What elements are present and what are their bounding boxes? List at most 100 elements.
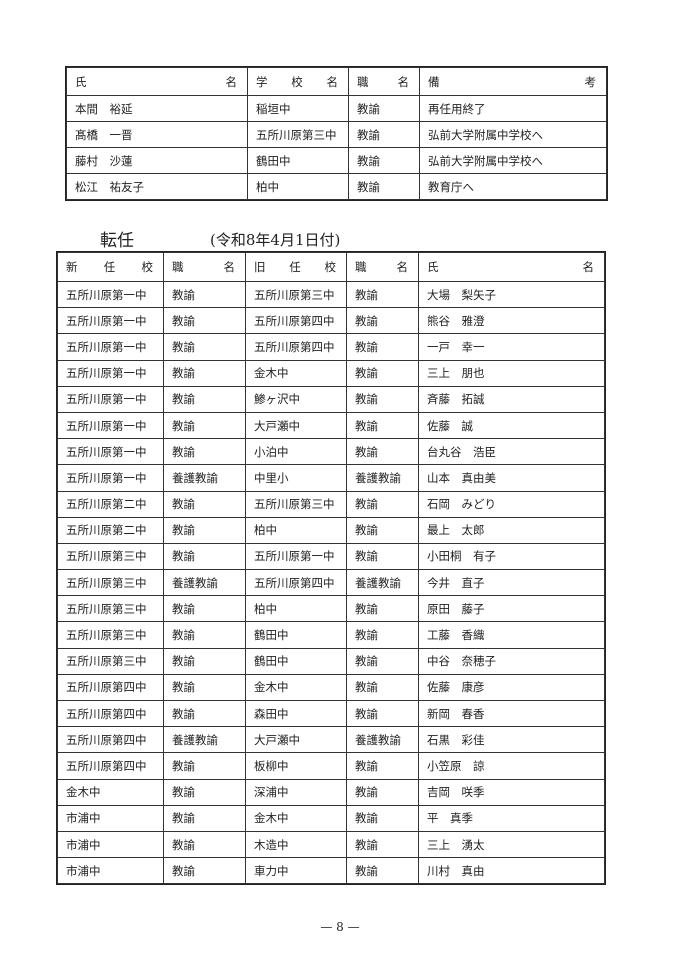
table-cell: 佐藤 康彦 [418,673,605,702]
header-text: 校 [324,260,337,274]
table-cell: 石岡 みどり [418,490,605,518]
table-cell: 川村 真由 [418,857,605,885]
table-cell: 藤村 沙蓮 [66,147,248,174]
table-cell: 教諭 [346,699,419,728]
table-cell: 五所川原第四中 [57,726,164,754]
header-text: 職 [357,74,369,89]
table-cell: 教諭 [163,699,246,728]
table-cell: 教諭 [163,778,246,806]
table-cell: 教諭 [346,307,419,335]
table-row: 藤村 沙蓮 鶴田中 教諭 弘前大学附属中学校へ [66,147,607,174]
table-cell: 五所川原第四中 [245,569,347,597]
table-row: 市浦中 教諭 金木中 教諭平 真季 [57,804,605,832]
table-cell: 五所川原第四中 [57,752,164,780]
table-row: 五所川原第二中 教諭 柏中 教諭 最上 太郎 [57,516,605,544]
table-cell: 教諭 [346,411,419,440]
table-cell: 教諭 [163,647,246,675]
table-row: 五所川原第一中 養護教諭 中里小 養護教諭 山本 真由美 [57,464,605,492]
table-cell: 養護教諭 [346,726,419,754]
table-cell: 五所川原第一中 [57,280,164,309]
table-cell: 弘前大学附属中学校へ [419,121,607,148]
table-cell: 本間 裕延 [66,95,248,122]
table-cell: 教諭 [346,490,419,518]
table-cell: 教諭 [346,359,419,387]
table-cell: 一戸 幸一 [418,333,605,361]
table-cell: 市浦中 [57,804,164,832]
table-cell: 熊谷 雅澄 [418,307,605,335]
column-header: 学校名 [247,67,349,96]
header-text: 職 [172,260,184,274]
page-number: — 8 — [320,920,360,934]
table-cell: 教諭 [346,516,419,544]
table-cell: 教諭 [163,333,246,361]
table-cell: 教諭 [346,621,419,649]
table-cell: 五所川原第四中 [245,307,347,335]
table-cell: 教諭 [163,359,246,387]
transfer-table: 新任校職名旧任校職名氏名 五所川原第一中 教諭 五所川原第三中 教諭 大場 梨矢子 五所川… [56,250,606,886]
table-cell: 教諭 [163,490,246,518]
table-row: 五所川原第一中 教諭 大戸瀬中 教諭 佐藤 誠 [57,411,605,440]
table-cell: 養護教諭 [163,569,246,597]
column-header: 新任校 [57,252,164,282]
table-cell: 教諭 [346,647,419,675]
header-text: 名 [396,260,409,274]
table-row: 髙橋 一晋 五所川原第三中 教諭 弘前大学附属中学校へ [66,121,607,148]
header-text: 名 [582,260,595,274]
table-cell: 養護教諭 [163,726,246,754]
table-cell: 教諭 [163,516,246,544]
table-row: 松江 祐友子 柏中 教諭 教育庁へ [66,173,607,200]
table-cell: 教諭 [346,280,419,309]
table-cell: 小泊中 [245,438,347,466]
table-cell: 市浦中 [57,830,164,859]
table-cell: 教諭 [163,857,246,885]
table-cell: 教諭 [163,385,246,413]
table-row: 五所川原第二中 教諭 五所川原第三中 教諭 石岡 みどり [57,490,605,518]
table-cell: 鶴田中 [245,621,347,649]
table-cell: 今井 直子 [418,569,605,597]
table-cell: 五所川原第四中 [57,673,164,702]
table-cell: 再任用終了 [419,95,607,122]
table-row: 市浦中 教諭 木造中 教諭 三上 湧太 [57,830,605,859]
table-cell: 五所川原第一中 [57,438,164,466]
column-header: 職名 [346,252,419,282]
table-cell: 五所川原第一中 [245,542,347,571]
table-cell: 大戸瀬中 [245,411,347,440]
header-text: 氏 [427,260,439,274]
table-cell: 教育庁へ [419,173,607,200]
table-cell: 稲垣中 [247,95,349,122]
section-date: (令和8年4月1日付) [210,231,341,249]
table-cell: 柏中 [245,595,347,623]
table-cell: 教諭 [346,804,419,832]
table-cell: 教諭 [346,752,419,780]
table-cell: 教諭 [348,147,420,174]
table-cell: 金木中 [245,673,347,702]
header-text: 新 [66,260,78,274]
table-row: 五所川原第一中 教諭 五所川原第三中 教諭 大場 梨矢子 [57,280,605,309]
table-row: 五所川原第一中 教諭 五所川原第四中 教諭 一戸 幸一 [57,333,605,361]
table-cell: 車力中 [245,857,347,885]
table-cell: 五所川原第二中 [57,490,164,518]
table-header-row: 新任校職名旧任校職名氏名 [57,252,605,282]
header-text: 職 [355,260,367,274]
header-text: 名 [326,74,339,89]
table-cell: 教諭 [346,385,419,413]
table-cell: 五所川原第三中 [57,621,164,649]
table-row: 五所川原第三中 教諭 柏中 教諭 原田 藤子 [57,595,605,623]
table-row: 金木中 教諭 深浦中 教諭 吉岡 咲季 [57,778,605,806]
table-cell: 三上 朋也 [418,359,605,387]
column-header: 職名 [163,252,246,282]
header-text: 氏 [75,74,87,89]
table-cell: 弘前大学附属中学校へ [419,147,607,174]
table-cell: 中里小 [245,464,347,492]
table-row: 本間 裕延 稲垣中 教諭 再任用終了 [66,95,607,122]
table-cell: 森田中 [245,699,347,728]
table-cell: 五所川原第三中 [245,280,347,309]
table-cell: 最上 太郎 [418,516,605,544]
column-header: 旧任校 [245,252,347,282]
table-cell: 山本 真由美 [418,464,605,492]
table-cell: 五所川原第三中 [247,121,349,148]
table-cell: 平 真季 [418,804,605,832]
table-cell: 原田 藤子 [418,595,605,623]
table-cell: 市浦中 [57,857,164,885]
table-cell: 小田桐 有子 [418,542,605,571]
